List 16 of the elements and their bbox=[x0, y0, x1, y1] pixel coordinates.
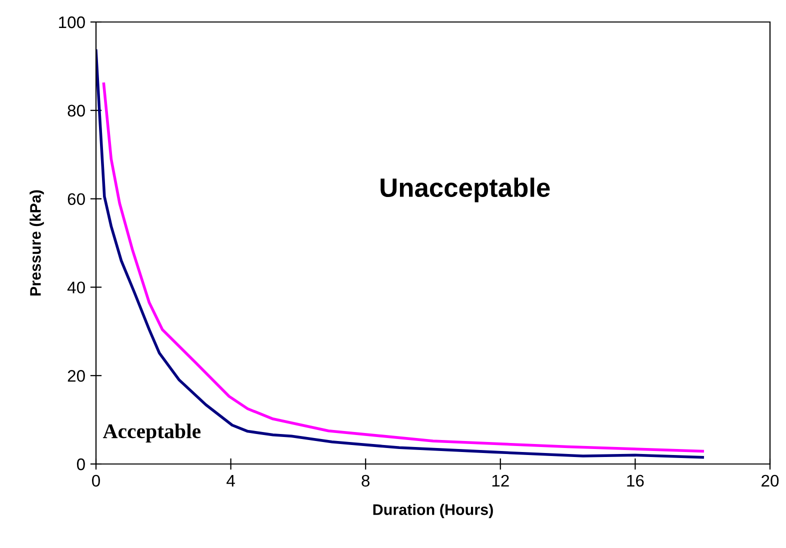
x-tick-label: 12 bbox=[492, 474, 509, 486]
y-tick-label: 20 bbox=[68, 370, 85, 382]
y-tick-label: 80 bbox=[68, 104, 85, 117]
annotation: Acceptable bbox=[102, 424, 201, 443]
y-tick-label: 0 bbox=[76, 458, 85, 470]
x-tick-label: 0 bbox=[92, 474, 100, 487]
y-tick-label: 60 bbox=[68, 193, 85, 206]
x-tick-label: 20 bbox=[762, 474, 779, 487]
y-tick-label: 100 bbox=[59, 16, 85, 28]
y-tick-label: 40 bbox=[67, 282, 85, 294]
x-tick-label: 8 bbox=[362, 474, 370, 487]
annotation: Unacceptable bbox=[380, 178, 550, 202]
x-tick-label: 4 bbox=[226, 475, 235, 486]
y-axis-title: Pressure (kPa) bbox=[30, 190, 44, 296]
x-axis-title: Duration (Hours) bbox=[373, 504, 493, 518]
x-tick-label: 16 bbox=[627, 474, 644, 487]
